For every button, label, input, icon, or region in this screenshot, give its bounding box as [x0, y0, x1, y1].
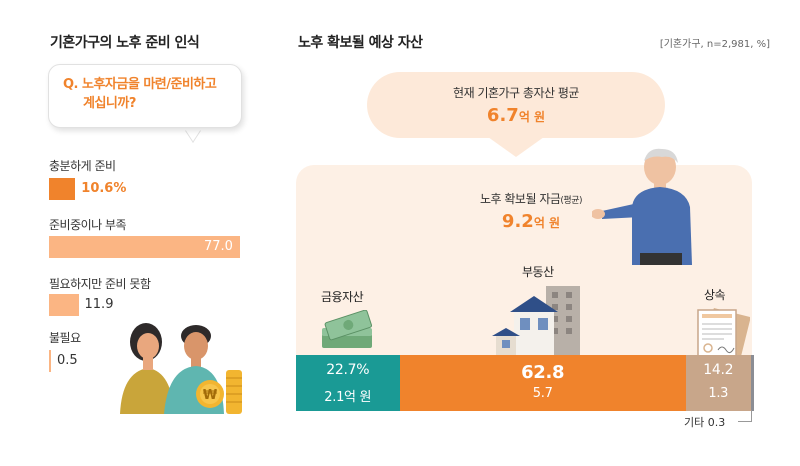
inheritance-document-icon	[697, 308, 750, 358]
retirement-fund-label-sub: (평균)	[560, 196, 582, 206]
bar-not-prepared	[49, 294, 79, 316]
svg-text:₩: ₩	[203, 388, 218, 403]
bar-value-insufficient: 77.0	[204, 239, 233, 254]
right-chart-title: 노후 확보될 예상 자산	[298, 35, 423, 51]
bar-label-not-prepared: 필요하지만 준비 못함	[49, 277, 151, 291]
question-text-line1: Q. 노후자금을 마련/준비하고	[63, 77, 217, 92]
bar-label-sufficient: 충분하게 준비	[49, 159, 116, 173]
segment-amount-inheritance: 1.3	[708, 386, 729, 401]
bar-value-not-prepared: 11.9	[84, 297, 114, 312]
segment-amount-financial: 2.1억 원	[324, 390, 372, 405]
retirement-fund-unit: 억 원	[533, 216, 561, 230]
other-leader-line	[738, 410, 752, 422]
segment-inheritance	[685, 355, 751, 411]
cash-stack-icon	[322, 310, 372, 348]
retirement-fund-label: 노후 확보될 자금	[479, 192, 561, 206]
category-label-real-estate: 부동산	[522, 265, 554, 279]
question-bubble: Q. 노후자금을 마련/준비하고 계십니까?	[48, 64, 242, 128]
other-label: 기타 0.3	[684, 416, 726, 429]
total-asset-label: 현재 기혼가구 총자산 평균	[453, 86, 579, 100]
category-label-financial: 금융자산	[321, 290, 364, 304]
total-asset-unit: 억 원	[518, 110, 546, 124]
segment-financial	[296, 355, 400, 411]
question-text-line2: 계십니까?	[83, 96, 136, 111]
source-note: [기혼가구, n=2,981, %]	[659, 39, 770, 50]
segment-real-estate	[399, 355, 686, 411]
segment-amount-real-estate: 5.7	[532, 386, 553, 401]
segment-other	[750, 355, 754, 411]
segment-percent-inheritance: 14.2	[703, 362, 734, 378]
segment-percent-financial: 22.7%	[326, 362, 370, 378]
retirement-fund-value: 9.2	[501, 211, 534, 232]
category-label-inheritance: 상속	[704, 288, 726, 302]
house-building-icon	[492, 286, 580, 356]
bar-sufficient	[49, 178, 76, 200]
bar-unnecessary	[49, 350, 51, 372]
bar-label-insufficient: 준비중이나 부족	[49, 218, 127, 232]
couple-illustration-icon: ₩	[120, 323, 242, 414]
total-asset-bubble: 현재 기혼가구 총자산 평균 6.7억 원	[367, 72, 665, 138]
bar-value-sufficient: 10.6%	[81, 181, 127, 196]
bar-value-unnecessary: 0.5	[57, 353, 78, 368]
retirement-fund-label-block: 노후 확보될 자금(평균) 9.2억 원	[446, 190, 616, 232]
bar-label-unnecessary: 불필요	[49, 331, 81, 345]
elderly-man-pointing-icon	[592, 148, 692, 265]
bar-insufficient	[49, 236, 240, 258]
total-asset-value: 6.7	[486, 105, 519, 126]
segment-percent-real-estate: 62.8	[521, 362, 565, 383]
left-chart-title: 기혼가구의 노후 준비 인식	[50, 35, 200, 51]
total-bubble-tail	[488, 137, 544, 157]
